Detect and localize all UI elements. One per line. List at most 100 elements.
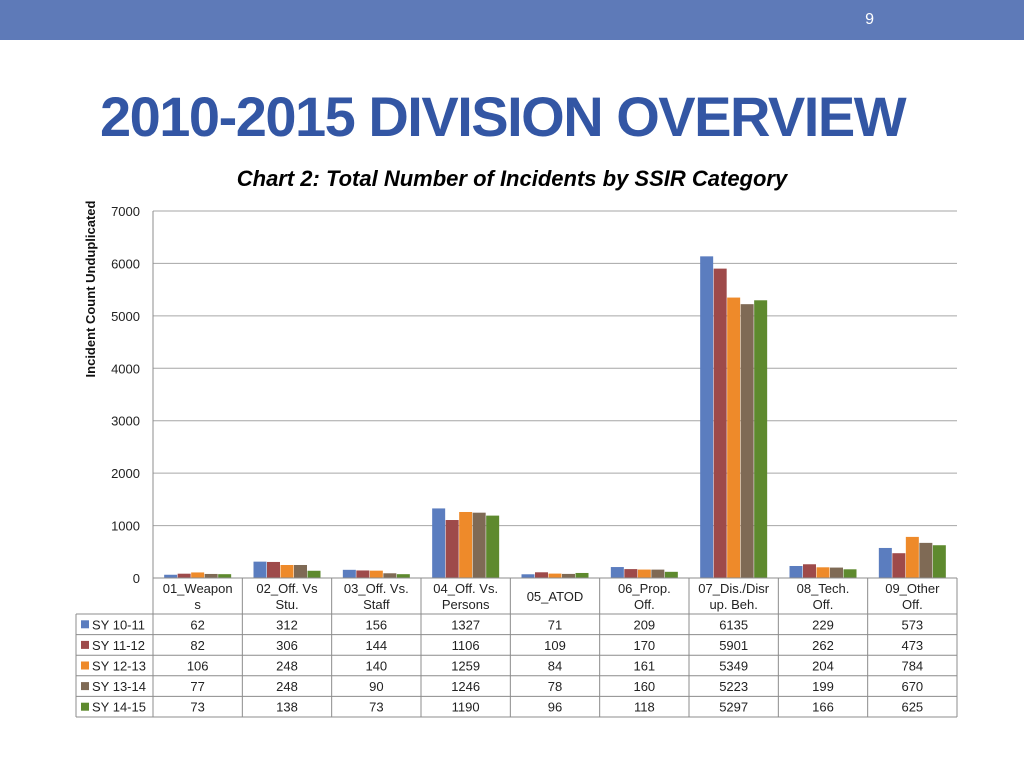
data-label: 170 <box>633 638 655 653</box>
bar <box>204 573 218 578</box>
data-label: 312 <box>276 617 298 632</box>
data-label: 5349 <box>719 659 748 674</box>
legend-label: SY 12-13 <box>92 659 146 674</box>
data-label: 73 <box>190 700 204 715</box>
data-label: 1246 <box>451 679 480 694</box>
bar <box>754 300 768 578</box>
bar <box>164 574 178 578</box>
bar <box>816 567 830 578</box>
category-label: Persons <box>442 597 490 612</box>
data-label: 248 <box>276 659 298 674</box>
data-label: 166 <box>812 700 834 715</box>
data-label: 82 <box>190 638 204 653</box>
category-label: 04_Off. Vs. <box>433 581 498 596</box>
data-label: 160 <box>633 679 655 694</box>
bar <box>253 561 267 578</box>
top-banner: 9 <box>0 0 1024 40</box>
bar <box>548 573 562 578</box>
data-label: 140 <box>365 659 387 674</box>
data-label: 109 <box>544 638 566 653</box>
bar <box>830 567 843 578</box>
data-label: 90 <box>369 679 383 694</box>
y-tick-label: 3000 <box>111 414 140 429</box>
y-tick-label: 2000 <box>111 466 140 481</box>
legend-swatch <box>81 661 89 670</box>
data-label: 78 <box>548 679 562 694</box>
category-label: 03_Off. Vs. <box>344 581 409 596</box>
bar <box>307 570 321 578</box>
category-label: Off. <box>813 597 834 612</box>
bar <box>878 547 892 578</box>
data-label: 670 <box>901 679 923 694</box>
data-label: 204 <box>812 659 834 674</box>
y-tick-label: 1000 <box>111 519 140 534</box>
bar <box>610 567 624 578</box>
bar <box>342 569 356 578</box>
bar <box>892 553 906 578</box>
slide-title: 2010-2015 DIVISION OVERVIEW <box>100 85 907 148</box>
bar <box>803 564 816 578</box>
page-number: 9 <box>865 11 874 28</box>
data-label: 784 <box>901 659 923 674</box>
data-label: 77 <box>190 679 204 694</box>
data-label: 199 <box>812 679 834 694</box>
bar <box>905 536 919 578</box>
data-label: 573 <box>901 617 923 632</box>
y-tick-label: 6000 <box>111 256 140 271</box>
data-label: 209 <box>633 617 655 632</box>
y-tick-label: 0 <box>133 571 140 586</box>
category-label: 09_Other <box>885 581 940 596</box>
bar <box>267 561 280 578</box>
bar <box>575 572 589 578</box>
data-label: 1259 <box>451 659 480 674</box>
bar <box>919 542 933 578</box>
bar <box>280 564 294 578</box>
data-label: 248 <box>276 679 298 694</box>
bar <box>664 571 678 578</box>
legend-swatch <box>81 702 89 711</box>
data-label: 106 <box>187 659 209 674</box>
data-label: 73 <box>369 700 383 715</box>
category-label: 01_Weapon <box>163 581 233 596</box>
data-label: 144 <box>365 638 387 653</box>
bar <box>740 304 754 578</box>
category-label: 07_Dis./Disr <box>698 581 769 596</box>
bar <box>932 545 946 578</box>
data-label: 5297 <box>719 700 748 715</box>
data-label: 138 <box>276 700 298 715</box>
bar <box>651 569 665 578</box>
bar <box>535 572 548 578</box>
bar <box>843 569 857 578</box>
bar <box>637 569 651 578</box>
category-label: 05_ATOD <box>527 589 584 604</box>
bar <box>521 574 535 578</box>
bar <box>459 511 473 578</box>
legend-swatch <box>81 640 89 649</box>
bar <box>472 512 486 578</box>
y-tick-label: 4000 <box>111 361 140 376</box>
data-label: 306 <box>276 638 298 653</box>
bar <box>486 515 500 578</box>
legend-label: SY 11-12 <box>92 638 145 653</box>
bar <box>383 573 397 578</box>
category-label: s <box>194 597 201 612</box>
bar <box>294 564 307 578</box>
data-label: 96 <box>548 700 562 715</box>
legend-label: SY 14-15 <box>92 700 146 715</box>
legend-label: SY 10-11 <box>92 617 145 632</box>
bar <box>218 574 232 578</box>
data-label: 473 <box>901 638 923 653</box>
chart-title: Chart 2: Total Number of Incidents by SS… <box>0 166 1024 192</box>
y-tick-label: 5000 <box>111 309 140 324</box>
category-label: Off. <box>902 597 923 612</box>
category-label: 08_Tech. <box>797 581 850 596</box>
legend-swatch <box>81 682 89 691</box>
chart-title-text: Chart 2: Total Number of Incidents by SS… <box>236 166 788 191</box>
y-tick-label: 7000 <box>111 204 140 219</box>
bar <box>713 268 727 578</box>
bar <box>356 570 370 578</box>
data-label: 161 <box>633 659 655 674</box>
data-label: 262 <box>812 638 834 653</box>
bar <box>562 573 575 578</box>
